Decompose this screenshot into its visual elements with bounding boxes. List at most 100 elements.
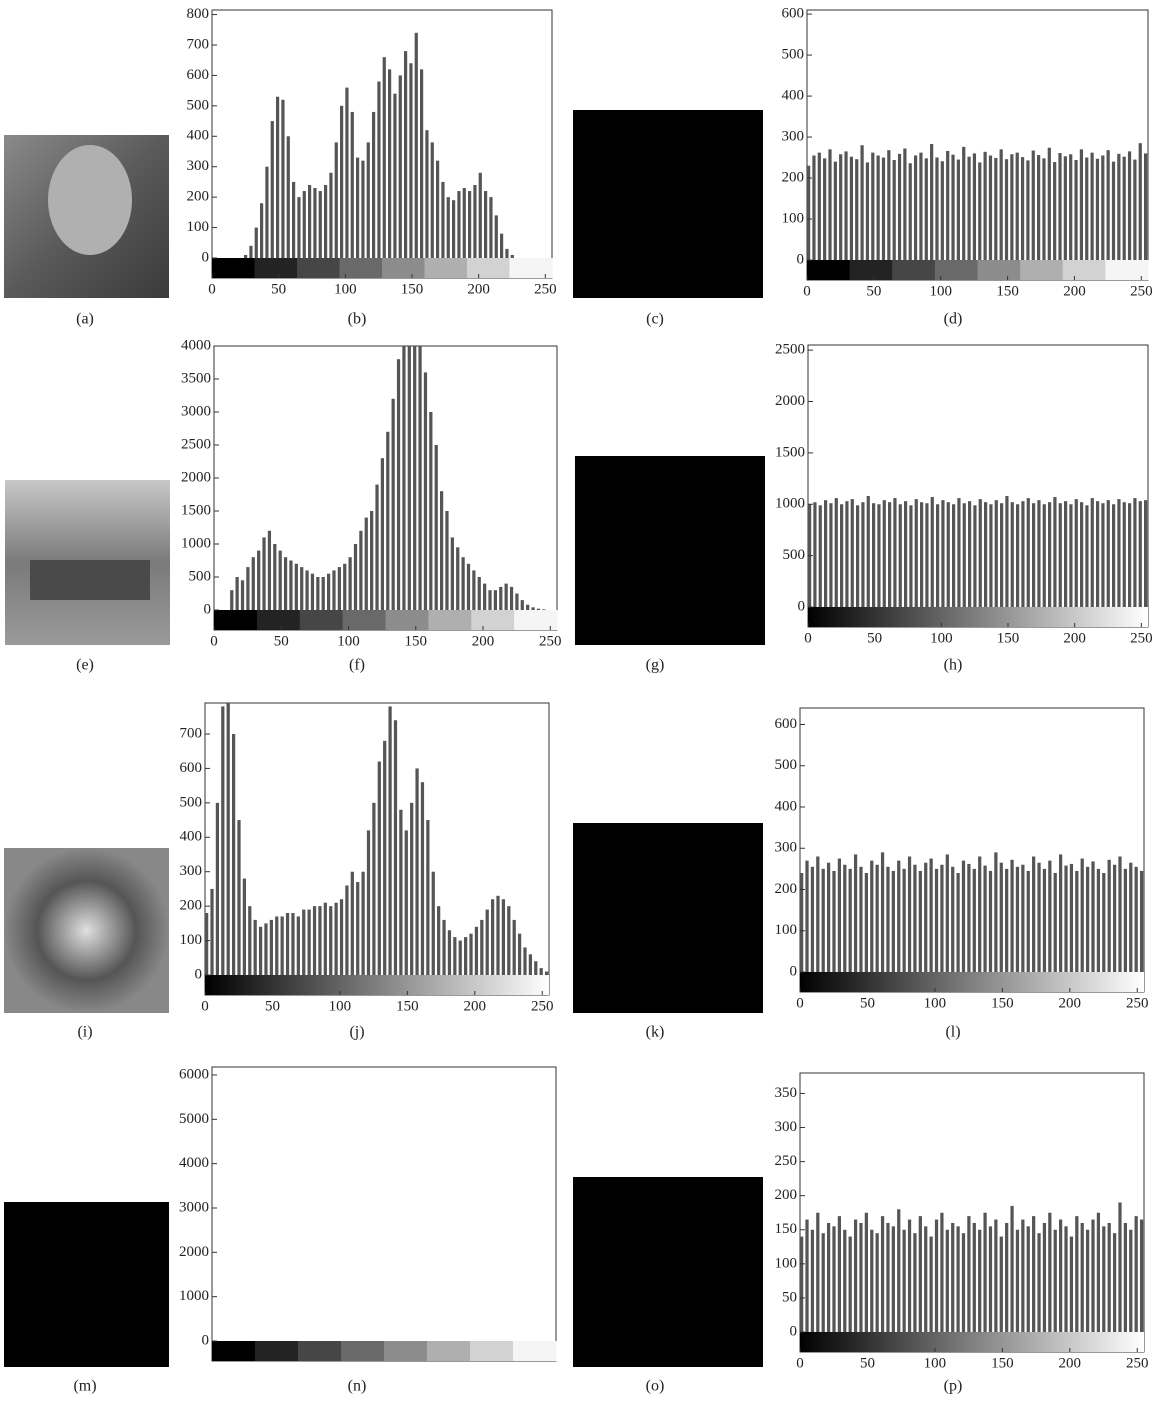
x-tick-label: 150	[996, 283, 1019, 299]
colorbar	[800, 972, 1144, 992]
bar	[473, 184, 477, 258]
bar	[310, 573, 315, 610]
bar	[1048, 1212, 1052, 1332]
colorbar-step	[255, 1341, 299, 1361]
bar	[1020, 157, 1025, 260]
bar	[845, 501, 849, 607]
y-tick-label: 600	[180, 760, 203, 776]
colorbar-step	[1062, 260, 1106, 280]
bar	[1095, 158, 1100, 260]
x-tick-label: 50	[867, 630, 882, 646]
bar	[350, 111, 354, 258]
bar	[881, 157, 886, 260]
x-tick-label: 150	[991, 995, 1014, 1011]
y-tick-label: 3500	[181, 370, 211, 386]
bar	[1085, 157, 1089, 260]
bar	[329, 906, 333, 975]
colorbar	[205, 975, 549, 995]
y-tick-label: 0	[202, 1332, 210, 1348]
bar	[515, 593, 519, 610]
bar	[1107, 1222, 1111, 1332]
bar	[462, 188, 466, 258]
x-tick-label: 250	[1126, 995, 1149, 1011]
bar	[1021, 1219, 1025, 1332]
bar	[402, 346, 406, 610]
bar	[324, 184, 328, 258]
bar	[870, 1229, 874, 1332]
bar	[800, 1236, 804, 1332]
bar	[345, 87, 349, 258]
bar	[393, 720, 398, 975]
bar	[832, 1226, 836, 1332]
bar	[1026, 160, 1030, 260]
bar	[445, 511, 449, 610]
bar	[936, 504, 940, 607]
bar	[850, 499, 854, 607]
bar	[988, 870, 993, 972]
bar	[478, 172, 482, 258]
bar	[296, 916, 300, 975]
bar	[452, 200, 456, 258]
bar	[1042, 1222, 1047, 1332]
bar	[994, 1219, 998, 1332]
bars	[205, 703, 549, 975]
bar	[853, 1219, 858, 1332]
bar	[1032, 503, 1036, 607]
bar	[940, 864, 944, 972]
bar	[918, 1216, 922, 1332]
y-tick-label: 100	[187, 219, 210, 235]
bar	[876, 155, 880, 260]
caption: (a)	[76, 311, 94, 328]
bar	[807, 165, 811, 260]
colorbar-step	[342, 610, 386, 630]
bar	[484, 191, 488, 258]
bar	[1106, 500, 1110, 607]
colorbar-step	[427, 1341, 471, 1361]
bar	[924, 158, 928, 260]
y-tick-label: 400	[180, 829, 203, 845]
colorbar-step	[254, 258, 298, 278]
y-tick-label: 350	[775, 1085, 798, 1101]
bar	[499, 586, 503, 610]
bar	[318, 906, 322, 975]
bar	[410, 802, 414, 975]
bars	[800, 852, 1144, 972]
bar	[215, 802, 220, 975]
bar	[924, 862, 928, 972]
y-tick-label: 600	[782, 6, 805, 22]
bar	[1004, 159, 1009, 260]
y-tick-label: 150	[775, 1221, 798, 1237]
y-tick-label: 1500	[181, 502, 211, 518]
bar	[1015, 866, 1020, 972]
y-tick-label: 5000	[179, 1111, 209, 1127]
bar	[343, 563, 347, 610]
bar	[859, 866, 863, 972]
bar	[313, 188, 317, 258]
bar	[805, 1219, 809, 1332]
bar	[848, 1236, 852, 1332]
bar	[510, 254, 514, 258]
bar	[904, 501, 908, 607]
bar	[984, 502, 988, 607]
bar	[361, 160, 365, 258]
x-tick-label: 200	[1063, 630, 1086, 646]
colorbar-step	[514, 610, 558, 630]
bar	[1010, 502, 1014, 607]
bar	[393, 93, 397, 258]
bar	[302, 909, 306, 975]
bar	[872, 503, 876, 607]
bars	[230, 346, 546, 610]
y-tick-label: 500	[783, 547, 806, 563]
x-tick-label: 200	[464, 998, 487, 1014]
bar	[880, 852, 885, 972]
colorbar-step	[934, 260, 978, 280]
bar	[988, 1226, 993, 1332]
bar	[941, 500, 945, 607]
bar	[983, 1212, 987, 1332]
x-tick-label: 0	[201, 998, 209, 1014]
bar	[420, 782, 425, 975]
caption: (j)	[349, 1024, 364, 1041]
x-tick-label: 0	[210, 633, 218, 649]
image-black	[4, 1202, 169, 1367]
bar	[967, 863, 971, 972]
